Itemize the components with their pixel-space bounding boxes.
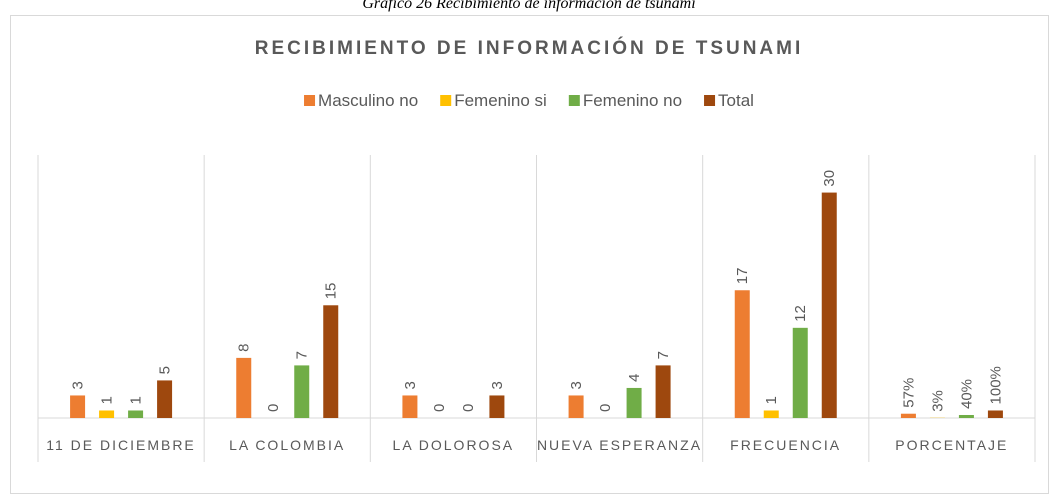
bar [626,387,642,418]
chart-title: RECIBIMIENTO DE INFORMACIÓN DE TSUNAMI [255,37,804,59]
x-tick-label: NUEVA ESPERANZA [536,437,703,453]
bar [236,357,252,418]
bar [900,413,916,418]
legend-label: Total [718,91,754,110]
data-label: 0 [431,404,448,412]
bar [99,410,115,418]
data-label: 4 [626,374,643,382]
bar [70,395,86,418]
bar [128,410,144,418]
data-label: 100% [987,366,1004,404]
chart-frame [10,15,1049,494]
data-label: 0 [597,404,614,412]
data-label: 3 [568,381,585,389]
data-label: 0 [265,404,282,412]
data-label: 3 [489,381,506,389]
bar [958,414,974,418]
legend-label: Masculino no [318,91,418,110]
data-label: 0 [460,404,477,412]
data-label: 1 [99,396,116,404]
bar [655,365,671,418]
data-label: 8 [236,344,253,352]
bar [323,305,339,418]
x-tick-label: PORCENTAJE [895,437,1009,453]
bar [763,410,779,418]
bar [987,410,1003,418]
legend-label: Femenino no [583,91,682,110]
bar [821,192,837,418]
data-label: 3% [929,390,946,412]
bar [294,365,310,418]
data-label: 12 [792,305,809,322]
data-label: 40% [958,379,975,409]
data-label: 3 [402,381,419,389]
caption: Gráfico 26 Recibimiento de información d… [362,0,695,12]
legend-swatch [568,95,580,106]
x-tick-label: LA COLOMBIA [229,437,346,453]
data-label: 17 [734,268,751,285]
data-label: 15 [323,283,340,300]
data-label: 30 [821,170,838,187]
x-tick-label: LA DOLOROSA [392,437,515,453]
legend-label: Femenino si [454,91,547,110]
legend-swatch [440,95,452,106]
x-tick-label: FRECUENCIA [730,437,842,453]
bar [157,380,173,418]
legend-swatch [704,95,716,106]
bar [734,290,750,418]
data-label: 5 [157,366,174,374]
legend-swatch [304,95,316,106]
bar [568,395,584,418]
data-label: 7 [294,351,311,359]
bar [402,395,418,418]
data-label: 3 [70,381,87,389]
data-label: 57% [900,378,917,408]
bar [489,395,505,418]
bar [792,327,808,418]
data-label: 7 [655,351,672,359]
data-label: 1 [128,396,145,404]
x-tick-label: 11 DE DICIEMBRE [46,437,196,453]
data-label: 1 [763,396,780,404]
